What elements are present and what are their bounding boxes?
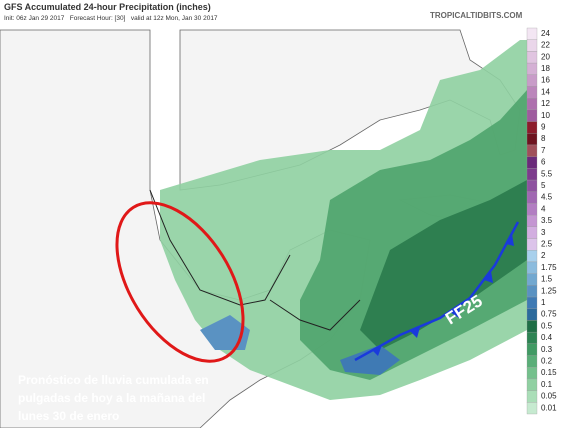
legend-swatch xyxy=(526,144,538,157)
legend-label: 0.3 xyxy=(541,345,553,354)
legend-swatch xyxy=(526,133,538,146)
legend-label: 8 xyxy=(541,134,546,143)
legend-label: 9 xyxy=(541,123,546,132)
legend-swatch xyxy=(526,156,538,169)
legend-label: 3.5 xyxy=(541,216,553,225)
legend-swatch xyxy=(526,402,538,415)
precip-moderate xyxy=(300,90,527,380)
legend-swatch xyxy=(526,308,538,321)
legend-label: 0.75 xyxy=(541,310,557,319)
legend-label: 6 xyxy=(541,158,546,167)
legend-swatch xyxy=(526,331,538,344)
cold-front xyxy=(354,221,520,362)
legend-swatch xyxy=(526,390,538,403)
legend-label: 1.25 xyxy=(541,286,557,295)
legend-label: 0.5 xyxy=(541,321,553,330)
coastline xyxy=(149,189,361,331)
legend-label: 22 xyxy=(541,41,550,50)
legend-label: 3 xyxy=(541,228,546,237)
legend-swatch xyxy=(526,343,538,356)
precip-heavy xyxy=(360,180,527,350)
legend-swatch xyxy=(526,367,538,380)
legend-label: 1.75 xyxy=(541,263,557,272)
legend-label: 2 xyxy=(541,251,546,260)
front-triangles xyxy=(372,234,514,356)
legend-swatch xyxy=(526,296,538,309)
legend-swatch xyxy=(526,320,538,333)
legend-swatch xyxy=(526,179,538,192)
legend-label: 2.5 xyxy=(541,240,553,249)
legend-swatch xyxy=(526,203,538,216)
legend-label: 18 xyxy=(541,64,550,73)
legend-label: 0.1 xyxy=(541,380,553,389)
color-legend: 24 22 20 18 16 14 12 10 9 8 7 6 5.5 5 4.5 4 3.5 3 2.5 2 1.75… xyxy=(526,24,565,428)
legend-swatch xyxy=(526,51,538,64)
legend-label: 1.5 xyxy=(541,275,553,284)
legend-label: 14 xyxy=(541,87,550,96)
legend-swatch xyxy=(526,261,538,274)
legend-swatch xyxy=(526,238,538,251)
legend-swatch xyxy=(526,378,538,391)
header-bg xyxy=(0,0,527,24)
caption-line: Pronóstico de lluvia cumulada en xyxy=(18,373,209,387)
legend-swatch xyxy=(526,250,538,263)
legend-swatch xyxy=(526,39,538,52)
legend-label: 16 xyxy=(541,76,550,85)
legend-label: 12 xyxy=(541,99,550,108)
legend-swatch xyxy=(526,168,538,181)
legend-label: 4.5 xyxy=(541,193,553,202)
legend-label: 1 xyxy=(541,298,546,307)
caption-line: lunes 30 de enero xyxy=(18,409,119,423)
highlight-ellipse xyxy=(115,201,245,363)
legend-label: 10 xyxy=(541,111,550,120)
legend-label: 4 xyxy=(541,204,546,213)
legend-label: 0.01 xyxy=(541,403,557,412)
legend-swatch xyxy=(526,285,538,298)
precip-blue xyxy=(340,345,400,375)
legend-swatch xyxy=(526,109,538,122)
legend-swatch xyxy=(526,215,538,227)
legend-swatch xyxy=(526,191,538,204)
map-subtitle: Init: 06z Jan 29 2017 Forecast Hour: [30… xyxy=(4,15,218,22)
map-title: GFS Accumulated 24-hour Precipitation (i… xyxy=(4,2,211,12)
legend-swatch xyxy=(526,98,538,111)
legend-label: 24 xyxy=(541,29,550,38)
legend-swatch xyxy=(526,121,538,134)
legend-label: 0.05 xyxy=(541,392,557,401)
site-credit: TROPICALTIDBITS.COM xyxy=(430,11,523,20)
legend-label: 20 xyxy=(541,52,550,61)
legend-swatch xyxy=(526,62,538,75)
legend-swatch xyxy=(526,355,538,368)
legend-swatch xyxy=(526,86,538,99)
legend-label: 7 xyxy=(541,146,546,155)
legend-label: 0.15 xyxy=(541,368,557,377)
legend-label: 0.4 xyxy=(541,333,553,342)
precip-blue xyxy=(200,315,250,350)
legend-swatch xyxy=(526,74,538,87)
legend-swatch xyxy=(526,226,538,239)
legend-swatch xyxy=(526,273,538,286)
legend-label: 5.5 xyxy=(541,169,553,178)
legend-label: 5 xyxy=(541,181,546,190)
caption-line: pulgadas de hoy a la mañana del xyxy=(18,391,205,405)
legend-swatch xyxy=(526,27,538,40)
legend-label: 0.2 xyxy=(541,356,553,365)
